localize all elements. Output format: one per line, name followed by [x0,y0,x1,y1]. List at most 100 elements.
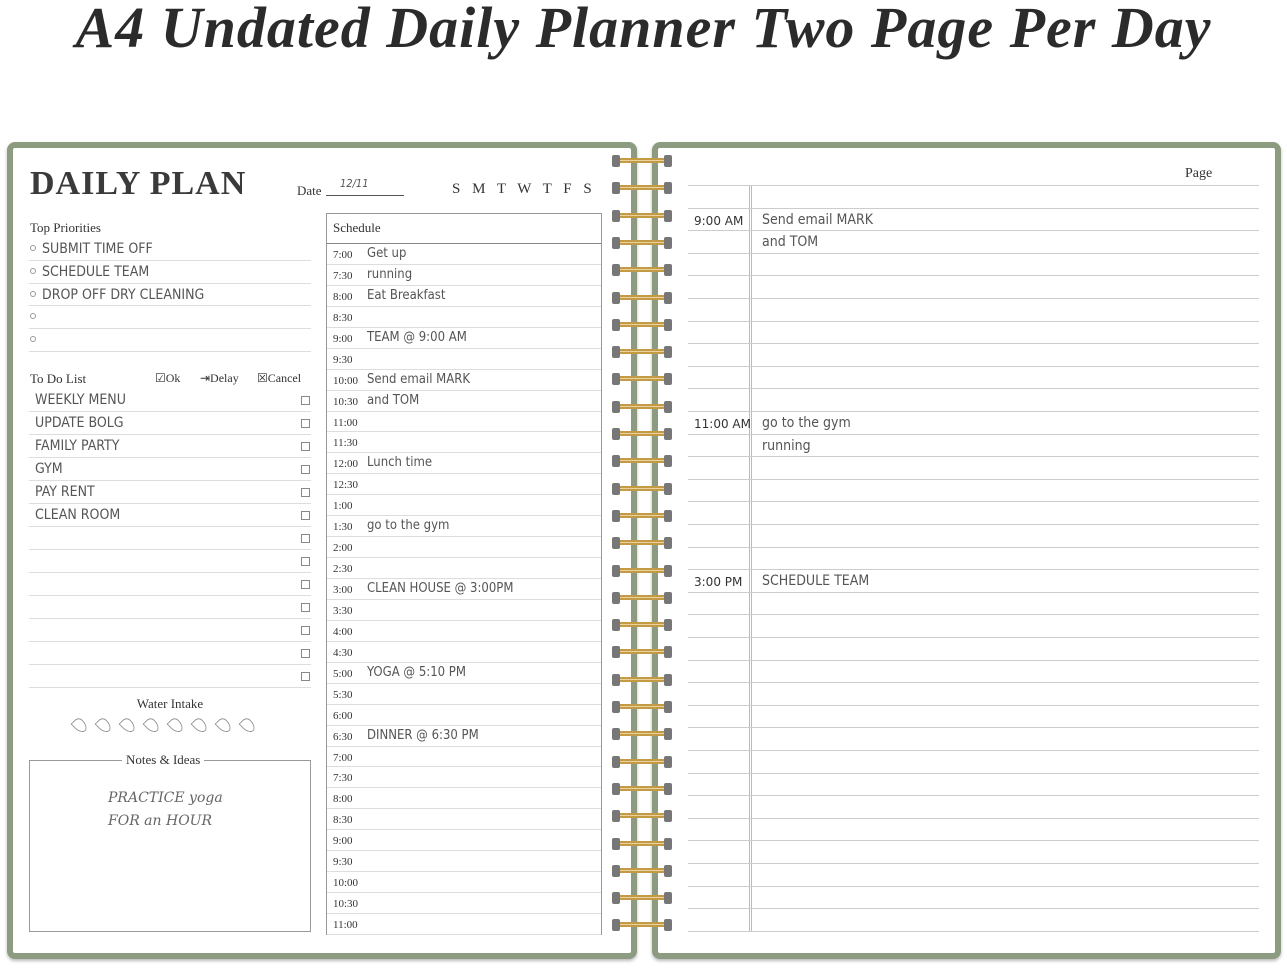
page-row[interactable] [688,638,1259,661]
water-drop-icon[interactable] [94,716,114,735]
page-row[interactable] [688,819,1259,842]
page-row[interactable] [688,367,1259,390]
todo-item[interactable] [29,573,311,596]
page-row[interactable] [688,841,1259,864]
todo-item[interactable]: GYM [29,458,311,481]
schedule-row[interactable]: 10:30 [327,893,601,914]
todo-item[interactable]: CLEAN ROOM [29,504,311,527]
schedule-row[interactable]: 4:00 [327,621,601,642]
schedule-row[interactable]: 6:30 DINNER @ 6:30 PM [327,726,601,747]
page-row[interactable] [688,548,1259,571]
page-row[interactable] [688,299,1259,322]
todo-item[interactable] [29,527,311,550]
todo-checkbox[interactable] [301,534,310,543]
schedule-row[interactable]: 7:00 Get up [327,244,601,265]
page-row[interactable] [688,864,1259,887]
todo-checkbox[interactable] [301,603,310,612]
priority-item[interactable] [29,329,311,352]
page-row[interactable] [688,502,1259,525]
schedule-row[interactable]: 7:00 [327,747,601,768]
page-row[interactable] [688,457,1259,480]
page-row[interactable] [688,909,1259,932]
todo-item[interactable] [29,596,311,619]
page-row[interactable] [688,774,1259,797]
schedule-row[interactable]: 7:30 [327,767,601,789]
schedule-row[interactable]: 3:00 CLEAN HOUSE @ 3:00PM [327,579,601,600]
schedule-row[interactable]: 10:00 Send email MARK [327,370,601,391]
schedule-row[interactable]: 8:00 Eat Breakfast [327,286,601,307]
todo-checkbox[interactable] [301,511,310,520]
page-row[interactable] [688,322,1259,345]
page-row[interactable]: 3:00 PM SCHEDULE TEAM [688,570,1259,593]
page-row[interactable] [688,728,1259,751]
water-drop-icon[interactable] [142,716,162,735]
schedule-row[interactable]: 9:30 [327,851,601,873]
page-row[interactable]: 9:00 AM Send email MARK [688,209,1259,232]
todo-item[interactable]: WEEKLY MENU [29,389,311,412]
schedule-row[interactable]: 4:30 [327,642,601,663]
page-row[interactable]: 11:00 AM go to the gym [688,412,1259,435]
priority-item[interactable]: SCHEDULE TEAM [29,261,311,284]
water-drop-icon[interactable] [166,716,186,735]
todo-checkbox[interactable] [301,580,310,589]
schedule-row[interactable]: 10:00 [327,872,601,894]
page-row[interactable] [688,887,1259,910]
page-row[interactable] [688,344,1259,367]
page-row[interactable] [688,525,1259,548]
page-row[interactable] [688,593,1259,616]
schedule-row[interactable]: 2:30 [327,558,601,579]
schedule-row[interactable]: 5:30 [327,684,601,705]
priority-item[interactable]: SUBMIT TIME OFF [29,238,311,261]
schedule-row[interactable]: 12:30 [327,474,601,496]
schedule-row[interactable]: 8:30 [327,307,601,328]
priority-item[interactable] [29,306,311,330]
schedule-row[interactable]: 11:00 [327,914,601,935]
schedule-row[interactable]: 1:00 [327,495,601,517]
page-row[interactable] [688,254,1259,277]
schedule-row[interactable]: 8:30 [327,809,601,831]
todo-checkbox[interactable] [301,672,310,681]
page-row[interactable] [688,683,1259,706]
schedule-row[interactable]: 10:30 and TOM [327,391,601,412]
todo-checkbox[interactable] [301,649,310,658]
todo-item[interactable] [29,619,311,642]
todo-checkbox[interactable] [301,396,310,405]
schedule-row[interactable]: 11:30 [327,432,601,454]
page-row[interactable] [688,480,1259,503]
todo-checkbox[interactable] [301,442,310,451]
water-drop-icon[interactable] [238,716,258,735]
page-row[interactable]: and TOM [688,231,1259,254]
water-drop-icon[interactable] [118,716,138,735]
page-row[interactable] [688,796,1259,819]
page-row[interactable] [688,389,1259,412]
page-row[interactable]: running [688,435,1259,458]
schedule-row[interactable]: 1:30 go to the gym [327,516,601,538]
schedule-row[interactable]: 3:30 [327,600,601,621]
schedule-row[interactable]: 2:00 [327,537,601,559]
page-row[interactable] [688,706,1259,729]
page-row[interactable] [688,751,1259,774]
todo-checkbox[interactable] [301,626,310,635]
page-row[interactable] [688,186,1259,209]
schedule-row[interactable]: 9:00 TEAM @ 9:00 AM [327,328,601,349]
schedule-row[interactable]: 8:00 [327,788,601,810]
schedule-row[interactable]: 5:00 YOGA @ 5:10 PM [327,663,601,684]
water-drop-icon[interactable] [70,716,90,735]
page-row[interactable] [688,661,1259,684]
todo-checkbox[interactable] [301,465,310,474]
todo-item[interactable]: UPDATE BOLG [29,412,311,435]
todo-checkbox[interactable] [301,488,310,497]
todo-checkbox[interactable] [301,419,310,428]
priority-item[interactable]: DROP OFF DRY CLEANING [29,284,311,307]
schedule-row[interactable]: 9:00 [327,830,601,852]
page-row[interactable] [688,276,1259,299]
todo-item[interactable]: PAY RENT [29,481,311,504]
todo-checkbox[interactable] [301,557,310,566]
schedule-row[interactable]: 7:30 running [327,265,601,286]
water-drop-icon[interactable] [214,716,234,735]
schedule-row[interactable]: 12:00 Lunch time [327,453,601,475]
water-drop-icon[interactable] [190,716,210,735]
page-row[interactable] [688,615,1259,638]
schedule-row[interactable]: 6:00 [327,705,601,726]
todo-item[interactable] [29,665,311,688]
